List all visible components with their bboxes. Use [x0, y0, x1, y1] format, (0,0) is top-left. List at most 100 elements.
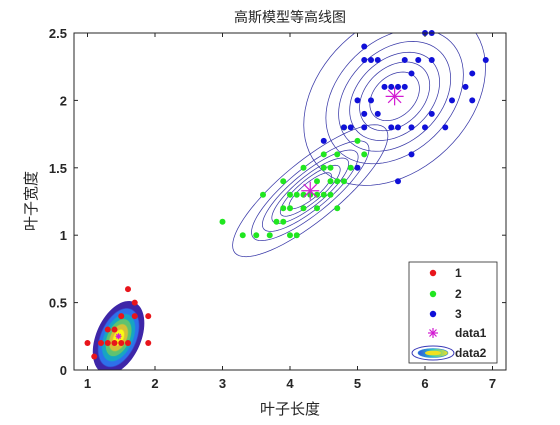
x-tick-label: 1: [84, 376, 91, 391]
scatter-point: [280, 178, 287, 185]
contour-line: [359, 61, 431, 132]
y-tick-label: 1: [60, 228, 67, 243]
centers-layer: [115, 87, 404, 340]
scatter-point: [482, 56, 489, 63]
x-tick-label: 4: [286, 376, 294, 391]
scatter-point: [395, 83, 401, 90]
scatter-point: [320, 137, 327, 144]
legend-box: [408, 261, 498, 364]
scatter-point: [260, 191, 266, 198]
y-tick-label: 2: [60, 93, 67, 108]
scatter-point: [280, 205, 287, 212]
contour-line: [325, 33, 464, 165]
scatter-point: [361, 124, 368, 131]
legend-marker-2: [429, 290, 437, 298]
scatter-point: [111, 326, 118, 333]
scatter-point: [347, 164, 354, 171]
y-tick-label: 0.5: [49, 296, 67, 311]
scatter-point: [341, 124, 347, 131]
y-tick-label: 2.5: [49, 26, 67, 41]
scatter-point: [422, 124, 428, 131]
scatter-point: [314, 178, 320, 185]
legend-marker-data2: [411, 345, 455, 361]
scatter-point: [381, 83, 388, 90]
scatter-point: [287, 191, 293, 198]
scatter-point: [293, 232, 300, 239]
scatter-point: [104, 340, 111, 347]
scatter-point: [395, 178, 401, 185]
contour-line: [271, 157, 350, 224]
scatter-point: [125, 286, 131, 293]
legend: 1 2 3 data1 data2: [408, 261, 498, 364]
scatter-point: [293, 191, 300, 198]
scatter-point: [131, 313, 138, 320]
center-marker: [385, 87, 404, 106]
scatter-point: [320, 164, 327, 171]
scatter-point: [368, 97, 374, 104]
contour-line: [303, 33, 486, 186]
scatter-point: [98, 340, 104, 347]
scatter-point: [314, 205, 320, 212]
scatter-point: [145, 340, 152, 347]
scatter-point: [449, 97, 455, 104]
scatter-point: [395, 124, 401, 131]
center-marker: [301, 181, 320, 200]
scatter-point: [469, 70, 476, 77]
x-tick-label: 5: [354, 376, 361, 391]
scatter-point: [334, 178, 341, 185]
scatter-point: [408, 70, 415, 77]
x-tick-label: 3: [219, 376, 226, 391]
scatter-point: [401, 83, 408, 90]
scatter-point: [334, 205, 341, 212]
scatter-point: [327, 164, 334, 171]
scatter-point: [388, 124, 395, 131]
scatter-point: [354, 97, 361, 104]
legend-label-data2: data2: [455, 346, 487, 360]
scatter-point: [320, 151, 327, 158]
scatter-point: [91, 353, 98, 360]
scatter-point: [84, 340, 91, 347]
legend-marker-3: [429, 310, 437, 318]
scatter-point: [239, 232, 246, 239]
scatter-point: [327, 191, 334, 198]
scatter-point: [104, 326, 111, 333]
contour-line: [261, 149, 359, 232]
x-axis-label: 叶子长度: [260, 400, 320, 418]
scatter-point: [361, 43, 368, 50]
scatter-point: [361, 56, 368, 63]
x-tick-label: 6: [421, 376, 428, 391]
scatter-point: [320, 191, 327, 198]
scatter-point: [341, 178, 347, 185]
scatter-point: [408, 124, 415, 131]
scatter-point: [361, 110, 368, 117]
legend-label-data1: data1: [455, 326, 487, 340]
legend-marker-data1: [428, 328, 438, 338]
scatter-point: [374, 110, 381, 117]
x-tick-label: 2: [151, 376, 158, 391]
scatter-point: [253, 232, 260, 239]
scatter-point: [125, 340, 131, 347]
contour-line: [349, 51, 440, 141]
points-layer: [84, 30, 489, 360]
scatter-point: [401, 56, 408, 63]
scatter-point: [131, 299, 138, 306]
scatter-point: [354, 137, 361, 144]
scatter-point: [415, 56, 422, 63]
y-tick-label: 0: [60, 363, 67, 378]
scatter-point: [145, 313, 152, 320]
scatter-point: [368, 56, 374, 63]
scatter-point: [428, 56, 435, 63]
chart-title: 高斯模型等高线图: [234, 9, 346, 26]
scatter-point: [273, 218, 280, 225]
scatter-point: [111, 340, 118, 347]
contour-line: [369, 71, 420, 122]
scatter-point: [287, 205, 293, 212]
scatter-point: [361, 151, 368, 158]
axis-ticks: 1 2 3 4 5 6 7 0 0.5 1 1.5 2 2.5: [49, 26, 506, 391]
scatter-point: [219, 218, 226, 225]
scatter-point: [300, 164, 307, 171]
scatter-point: [280, 218, 287, 225]
scatter-point: [118, 313, 125, 320]
